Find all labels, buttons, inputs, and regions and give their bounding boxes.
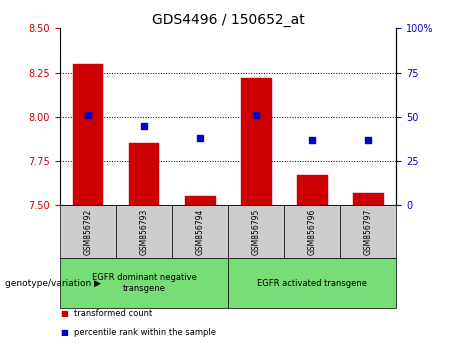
Text: transformed count: transformed count <box>74 309 152 318</box>
Text: EGFR activated transgene: EGFR activated transgene <box>257 279 367 288</box>
Text: ■: ■ <box>60 328 68 337</box>
Text: genotype/variation ▶: genotype/variation ▶ <box>5 279 100 288</box>
Bar <box>297 175 328 205</box>
Text: GSM856795: GSM856795 <box>252 209 261 255</box>
Bar <box>241 78 272 205</box>
Bar <box>72 64 103 205</box>
Text: GSM856794: GSM856794 <box>195 209 205 255</box>
Title: GDS4496 / 150652_at: GDS4496 / 150652_at <box>152 13 305 27</box>
Bar <box>353 193 384 205</box>
Text: ■: ■ <box>60 309 68 318</box>
Text: GSM856797: GSM856797 <box>364 209 373 255</box>
Text: GSM856796: GSM856796 <box>308 209 317 255</box>
Text: GSM856793: GSM856793 <box>140 209 148 255</box>
Text: percentile rank within the sample: percentile rank within the sample <box>74 328 216 337</box>
Text: EGFR dominant negative
transgene: EGFR dominant negative transgene <box>92 274 196 293</box>
Text: GSM856792: GSM856792 <box>83 209 93 255</box>
Bar <box>185 196 216 205</box>
Bar <box>129 143 160 205</box>
